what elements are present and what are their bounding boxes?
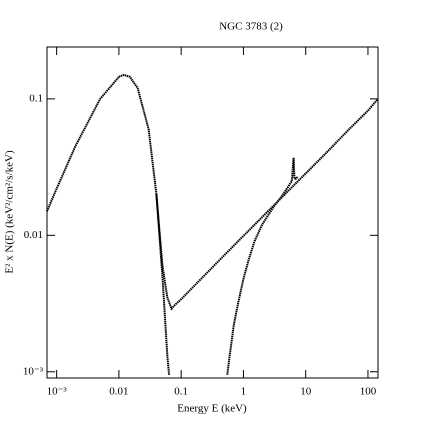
- x-tick-label: 10⁻³: [47, 386, 68, 398]
- x-tick-label: 0.01: [109, 386, 128, 398]
- x-tick-label: 1: [241, 386, 247, 398]
- x-axis-label: Energy E (keV): [177, 403, 247, 415]
- y-tick-label: 0.1: [29, 92, 43, 104]
- plot-frame: [46, 46, 379, 379]
- y-axis-label: E² x N(E) (keV²/cm²/s/keV): [4, 150, 16, 274]
- y-tick-label: 0.01: [24, 229, 43, 241]
- model-curve: [155, 98, 379, 311]
- chart-title: NGC 3783 (2): [219, 21, 283, 33]
- model-curve: [46, 73, 171, 375]
- x-tick-label: 10: [300, 386, 312, 398]
- y-tick-label: 10⁻³: [23, 365, 44, 377]
- x-tick-label: 100: [360, 386, 377, 398]
- model-curve: [226, 157, 299, 375]
- x-tick-label: 0.1: [174, 386, 188, 398]
